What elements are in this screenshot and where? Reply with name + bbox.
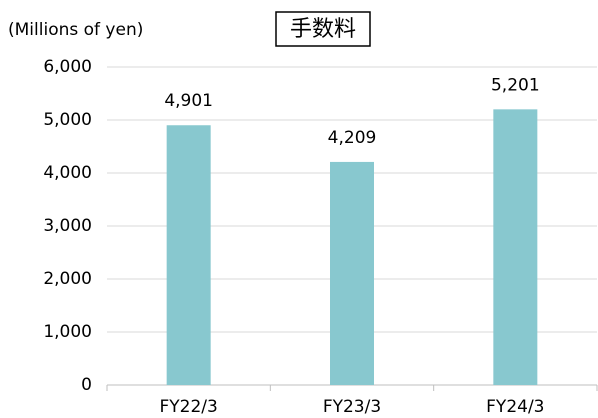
bar	[493, 109, 538, 386]
y-tick-label: 5,000	[43, 110, 92, 130]
title-box	[275, 11, 371, 47]
x-tick-label: FY24/3	[486, 397, 544, 417]
y-tick-label: 2,000	[43, 269, 92, 289]
chart-title: 手数料	[290, 17, 356, 42]
y-tick-label: 4,000	[43, 163, 92, 183]
value-label: 4,209	[328, 128, 377, 148]
y-tick-label: 0	[81, 375, 92, 395]
y-tick-label: 3,000	[43, 216, 92, 236]
bar	[330, 161, 374, 385]
value-label: 5,201	[491, 75, 540, 95]
bar	[166, 125, 211, 385]
y-tick-label: 6,000	[43, 57, 92, 77]
y-axis-label: (Millions of yen)	[8, 20, 143, 40]
y-tick-label: 1,000	[43, 322, 92, 342]
value-label: 4,901	[164, 91, 213, 111]
x-tick-label: FY22/3	[159, 397, 217, 417]
x-tick-label: FY23/3	[323, 397, 381, 417]
